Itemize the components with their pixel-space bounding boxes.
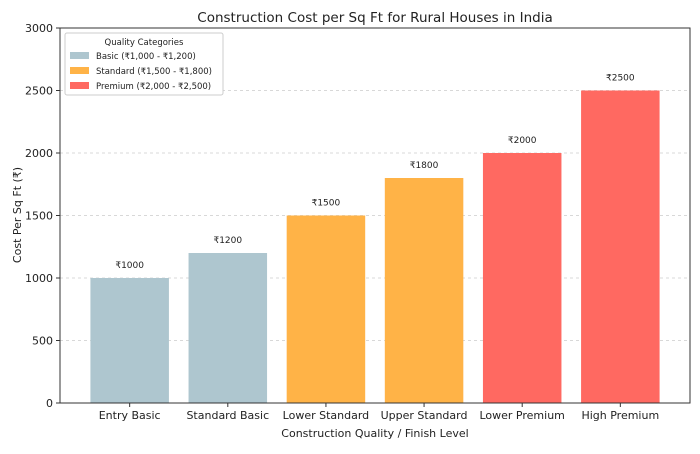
bar-entry-basic	[90, 278, 169, 403]
legend: Quality Categories Basic (₹1,000 - ₹1,20…	[64, 32, 224, 96]
data-label: ₹1200	[213, 236, 242, 246]
bar-upper-standard	[384, 178, 464, 403]
bar-standard-basic	[188, 253, 268, 403]
x-tick-label: Lower Standard	[283, 409, 370, 422]
x-tick-label: Entry Basic	[99, 409, 161, 422]
y-tick-label: 0	[46, 397, 53, 410]
legend-box	[64, 32, 224, 96]
data-label: ₹2500	[606, 74, 635, 84]
legend-label: Basic (₹1,000 - ₹1,200)	[96, 52, 196, 62]
y-tick-label: 1000	[25, 272, 53, 285]
data-label: ₹1500	[312, 199, 341, 209]
y-tick-label: 1500	[25, 210, 53, 223]
data-label: ₹1800	[410, 161, 439, 171]
y-tick-label: 2500	[25, 85, 53, 98]
x-tick-label: High Premium	[581, 409, 659, 422]
plot-frame	[59, 27, 691, 404]
data-label: ₹1000	[115, 261, 144, 271]
bar-lower-premium	[482, 153, 562, 403]
legend-swatch	[70, 67, 89, 74]
x-axis-label: Construction Quality / Finish Level	[281, 427, 468, 440]
x-tick-label: Lower Premium	[479, 409, 564, 422]
chart-title: Construction Cost per Sq Ft for Rural Ho…	[197, 10, 552, 26]
legend-swatch	[70, 52, 89, 59]
legend-label: Premium (₹2,000 - ₹2,500)	[96, 82, 211, 92]
bar-high-premium	[581, 90, 660, 403]
legend-title: Quality Categories	[105, 38, 184, 48]
x-tick-label: Standard Basic	[186, 409, 269, 422]
x-tick-label: Upper Standard	[381, 409, 468, 422]
y-tick-label: 2000	[25, 147, 53, 160]
y-tick-label: 500	[32, 335, 53, 348]
legend-label: Standard (₹1,500 - ₹1,800)	[96, 67, 212, 77]
legend-swatch	[70, 82, 89, 89]
data-label: ₹2000	[508, 136, 537, 146]
y-tick-label: 3000	[25, 22, 53, 35]
bar-lower-standard	[286, 215, 366, 403]
y-axis-label: Cost Per Sq Ft (₹)	[11, 167, 24, 263]
